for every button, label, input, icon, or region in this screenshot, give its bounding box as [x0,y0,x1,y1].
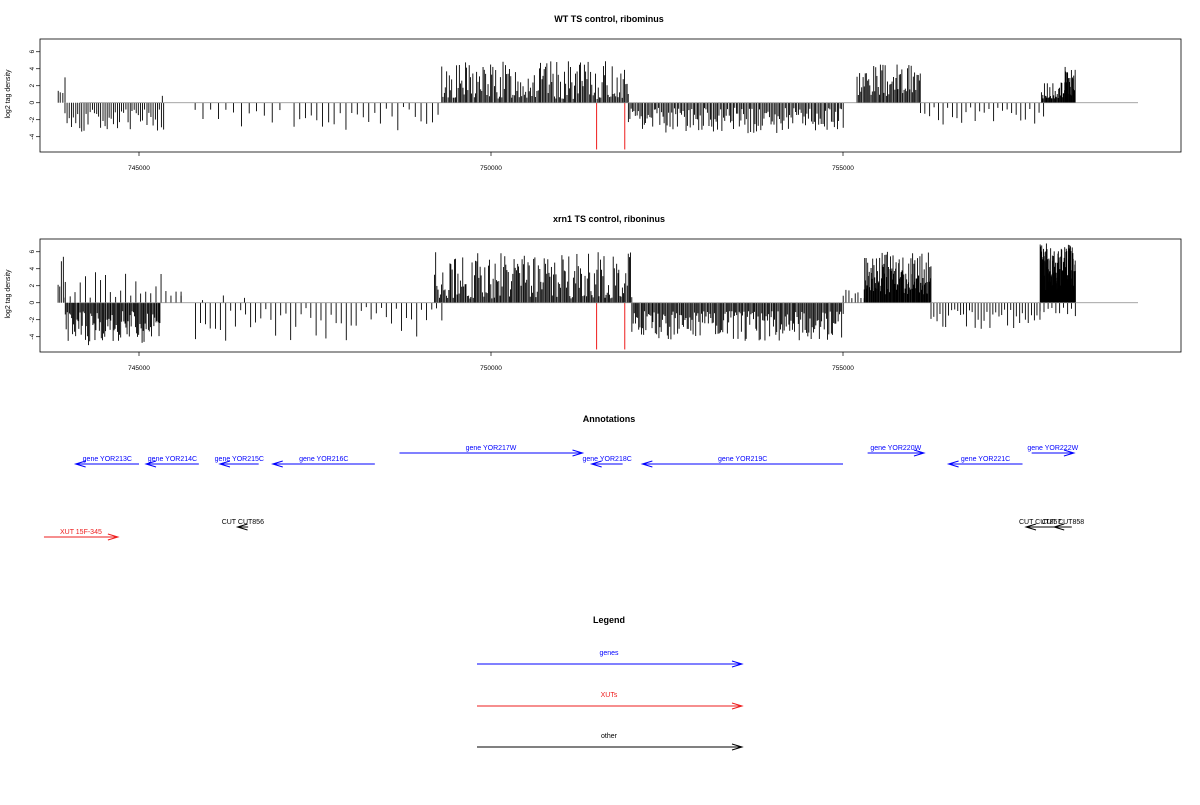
panel-xrn1-ylabel: log2 tag density [5,269,12,319]
annotation-arrow-head [572,449,585,457]
y-tick-label: 4 [29,267,36,271]
y-tick-label: 6 [29,50,36,54]
legend-item: XUTs [477,692,744,710]
annotation-feature: XUT 15F-345 [43,529,120,541]
annotation-label: XUT 15F-345 [60,529,102,536]
panel-wt-frame [39,38,1182,153]
annotation-label: gene YOR218C [583,456,632,463]
annotation-arrow-head [913,449,926,457]
annotation-arrow-head [144,460,157,468]
annotation-arrow-head [235,523,248,531]
x-tick-label: 750000 [480,365,502,372]
x-tick-label: 755000 [832,165,854,172]
y-tick-label: 0 [29,301,36,305]
annotation-feature: gene YOR216C [271,456,375,468]
panel-xrn1-axes: -4 -2 0 2 4 6 745000 750000 755000 [29,250,1138,372]
annotation-feature: gene YOR217W [399,445,585,457]
annotation-arrow-head [271,460,283,468]
legend-item: other [477,733,744,751]
annotation-label: gene YOR215C [215,456,264,463]
annotation-feature: gene YOR213C [73,456,139,468]
annotation-feature: gene YOR222W [1027,445,1079,457]
x-tick-label: 755000 [832,365,854,372]
annotation-label: gene YOR213C [83,456,132,463]
panel-wt-bars [57,61,1076,150]
annotation-arrow-head [107,533,120,541]
annotation-label: CUT CUT857 [1019,519,1061,526]
panel-xrn1-title: xrn1 TS control, riboninus [553,214,665,224]
annotation-label: CUT CUT858 [1042,519,1084,526]
y-tick-label: 2 [29,84,36,88]
annotation-feature: gene YOR218C [583,456,632,468]
annotation-label: gene YOR214C [148,456,197,463]
annotation-label: gene YOR221C [961,456,1010,463]
annotation-feature: CUT CUT857 [1019,519,1061,531]
annotation-label: CUT CUT856 [222,519,264,526]
y-tick-label: -4 [29,133,36,139]
annotation-label: gene YOR216C [299,456,348,463]
annotation-label: gene YOR219C [718,456,767,463]
legend-title: Legend [593,615,625,625]
annotation-feature: gene YOR221C [946,456,1023,468]
y-tick-label: -2 [29,116,36,122]
annotation-arrow-head [589,460,602,468]
annotation-label: gene YOR222W [1027,445,1078,452]
annotation-feature: gene YOR220W [867,445,926,457]
annotation-arrow-head [1024,523,1037,531]
x-tick-label: 745000 [128,165,150,172]
annotation-feature: gene YOR219C [640,456,843,468]
legend-label: XUTs [601,692,618,699]
legend-label: other [601,733,618,740]
panel-wt-axes: -4 -2 0 2 4 6 745000 750000 755000 [29,50,1138,172]
annotation-arrow-head [73,460,86,468]
annotation-label: gene YOR220W [870,445,921,452]
annotation-features: gene YOR213C gene YOR214C gene YOR215C gene… [43,445,1084,541]
panel-wt-title: WT TS control, ribominus [554,14,664,24]
y-tick-label: 4 [29,67,36,71]
annotation-feature: CUT CUT856 [222,519,264,531]
annotations-title: Annotations [583,414,636,424]
panel-wt: WT TS control, ribominus log2 tag densit… [5,14,1182,172]
panel-xrn1-bars [57,243,1076,350]
legend-label: genes [599,650,619,657]
annotation-arrow-head [640,460,653,468]
y-tick-label: 2 [29,284,36,288]
annotation-arrow-head [1063,449,1076,457]
annotation-feature: gene YOR215C [215,456,264,468]
annotations-panel: Annotations gene YOR213C gene YOR214C gene… [43,414,1084,541]
annotation-label: gene YOR217W [466,445,517,452]
y-tick-label: -2 [29,316,36,322]
legend-items: genes XUTs other [477,650,744,751]
y-tick-label: -4 [29,333,36,339]
legend-arrow-head [731,660,744,668]
legend-arrow-head [731,743,744,751]
legend-item: genes [477,650,744,668]
legend-panel: Legend genes XUTs other [477,615,744,751]
y-tick-label: 6 [29,250,36,254]
annotation-feature: CUT CUT858 [1042,519,1084,531]
annotation-arrow-head [946,460,959,468]
x-tick-label: 745000 [128,365,150,372]
legend-arrow-head [731,702,744,710]
annotation-feature: gene YOR214C [144,456,199,468]
annotation-arrow-head [1052,523,1065,531]
annotation-arrow-head [218,460,231,468]
panel-xrn1-frame [39,238,1182,353]
x-tick-label: 750000 [480,165,502,172]
panel-wt-ylabel: log2 tag density [5,69,12,119]
y-tick-label: 0 [29,101,36,105]
panel-xrn1: xrn1 TS control, riboninus log2 tag dens… [5,214,1182,372]
